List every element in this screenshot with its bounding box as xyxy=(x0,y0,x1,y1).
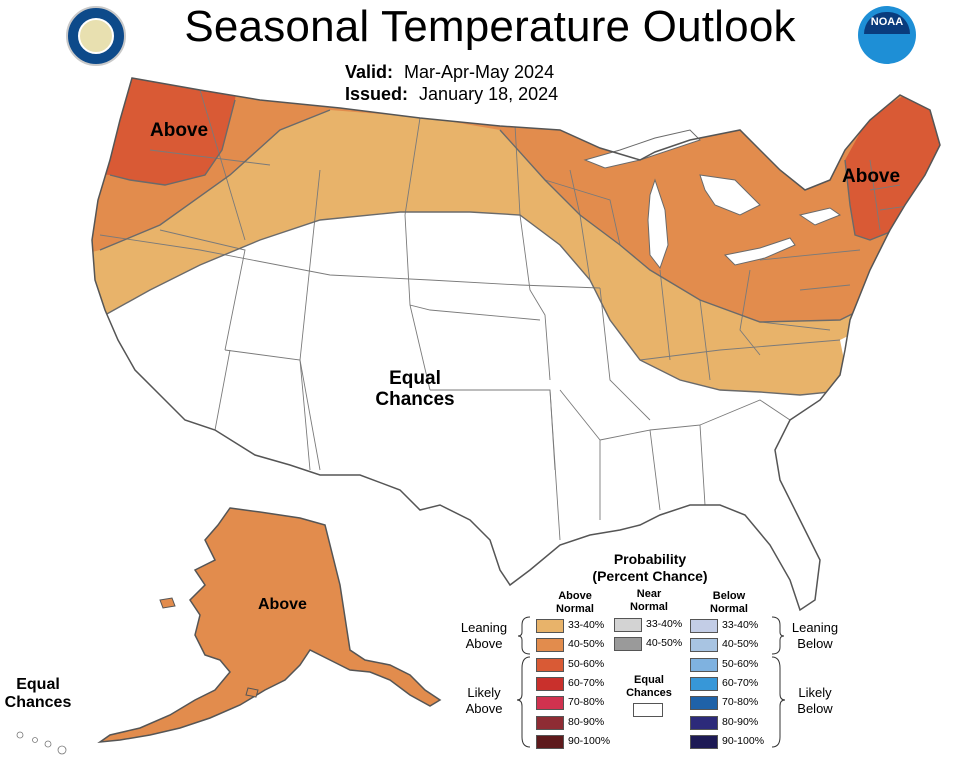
swatch-near-40-50 xyxy=(614,637,642,651)
issued-label: Issued: xyxy=(345,84,409,104)
swatch-label-below-33-40: 33-40% xyxy=(722,619,759,631)
swatch-label-above-60-70: 60-70% xyxy=(568,677,605,689)
issued-line: Issued: January 18, 2024 xyxy=(345,84,558,105)
swatch-label-above-33-40: 33-40% xyxy=(568,619,605,631)
swatch-label-below-90-100: 90-100% xyxy=(722,735,765,747)
legend-likely-above: Likely Above xyxy=(452,685,516,718)
swatch-label-below-60-70: 60-70% xyxy=(722,677,759,689)
header-near-line2: Normal xyxy=(630,600,668,613)
header-above-line1: Above xyxy=(558,590,592,602)
swatch-label-below-70-80: 70-80% xyxy=(722,696,759,708)
outline-40-50 xyxy=(99,109,901,323)
swatch-label-below-50-60: 50-60% xyxy=(722,658,759,670)
legend-title-line2: (Percent Chance) xyxy=(592,567,708,584)
label-center-line2: Chances xyxy=(375,389,455,411)
legend-likely-below: Likely Below xyxy=(783,685,847,718)
label-alaska-above: Above xyxy=(258,596,307,613)
label-ne-above: Above xyxy=(842,166,901,187)
great-lakes xyxy=(583,129,842,270)
label-pnw-above: Above xyxy=(150,120,209,141)
legend-header-below: Below Normal xyxy=(694,590,764,615)
header-near-line1: Near xyxy=(636,588,662,600)
swatch-above-80-90 xyxy=(536,716,564,730)
swatch-below-60-70 xyxy=(690,677,718,691)
equal-chances-line2: Chances xyxy=(626,686,672,699)
swatch-above-70-80 xyxy=(536,696,564,710)
swatch-label-below-40-50: 40-50% xyxy=(722,638,759,650)
header-above-line2: Normal xyxy=(556,602,594,615)
valid-label: Valid: xyxy=(345,62,394,82)
label-center-equal-chances: Equal Chances xyxy=(360,368,470,411)
header-below-line1: Below xyxy=(712,590,746,602)
swatch-label-below-80-90: 80-90% xyxy=(722,716,759,728)
swatch-label-above-70-80: 70-80% xyxy=(568,696,605,708)
swatch-label-near-33-40: 33-40% xyxy=(646,618,683,630)
label-hawaii-equal-chances: Equal Chances xyxy=(0,676,76,712)
leaning-above-line1: Leaning xyxy=(460,620,508,635)
page-title: Seasonal Temperature Outlook xyxy=(184,2,796,51)
outline-33-40 xyxy=(104,211,851,396)
brace-likely-above xyxy=(516,656,531,748)
swatch-label-near-40-50: 40-50% xyxy=(646,637,683,649)
hawaii-islands xyxy=(16,731,67,755)
likely-below-line1: Likely xyxy=(798,685,832,700)
valid-line: Valid: Mar-Apr-May 2024 xyxy=(345,62,554,83)
swatch-above-33-40 xyxy=(536,619,564,633)
legend-title: Probability (Percent Chance) xyxy=(560,551,740,585)
conus-outline xyxy=(91,77,941,612)
swatch-below-33-40 xyxy=(690,619,718,633)
swatch-below-80-90 xyxy=(690,716,718,730)
swatch-below-40-50 xyxy=(690,638,718,652)
likely-below-line2: Below xyxy=(797,701,833,717)
likely-above-line1: Likely xyxy=(467,685,501,700)
swatch-below-50-60 xyxy=(690,658,718,672)
swatch-above-60-70 xyxy=(536,677,564,691)
alaska-islands xyxy=(159,597,259,698)
label-hawaii-line1: Equal xyxy=(16,676,60,693)
swatch-above-50-60 xyxy=(536,658,564,672)
swatch-below-70-80 xyxy=(690,696,718,710)
swatch-equal-chances xyxy=(633,703,663,717)
swatch-label-above-90-100: 90-100% xyxy=(568,735,611,747)
legend-equal-chances-label: Equal Chances xyxy=(614,674,684,699)
swatch-below-90-100 xyxy=(690,735,718,749)
leaning-below-line1: Leaning xyxy=(791,620,839,635)
issued-value: January 18, 2024 xyxy=(419,84,559,104)
swatch-above-90-100 xyxy=(536,735,564,749)
label-hawaii-line2: Chances xyxy=(4,693,72,711)
brace-leaning-above xyxy=(517,616,531,655)
swatch-near-33-40 xyxy=(614,618,642,632)
swatch-above-40-50 xyxy=(536,638,564,652)
legend-leaning-below: Leaning Below xyxy=(783,620,847,653)
brace-leaning-below xyxy=(771,616,785,655)
label-center-line1: Equal xyxy=(389,368,441,389)
noaa-logo-text: NOAA xyxy=(870,16,904,28)
outline-50-60-pnw xyxy=(109,99,236,186)
commerce-seal-icon xyxy=(66,6,126,66)
above-50-60-ne xyxy=(845,95,940,240)
swatch-label-above-50-60: 50-60% xyxy=(568,658,605,670)
brace-likely-below xyxy=(771,656,786,748)
legend-leaning-above: Leaning Above xyxy=(452,620,516,653)
legend-title-line1: Probability xyxy=(613,551,687,567)
state-borders xyxy=(99,89,916,541)
legend-header-near: Near Normal xyxy=(614,588,684,613)
swatch-label-above-40-50: 40-50% xyxy=(568,638,605,650)
legend-header-above: Above Normal xyxy=(540,590,610,615)
outline-50-60-ne xyxy=(844,159,891,241)
leaning-above-line2: Above xyxy=(465,636,503,652)
likely-above-line2: Above xyxy=(465,701,503,717)
header-below-line2: Normal xyxy=(710,602,748,615)
leaning-below-line2: Below xyxy=(797,636,833,652)
alaska-region xyxy=(97,507,442,744)
noaa-logo-icon: NOAA xyxy=(858,6,916,64)
valid-value: Mar-Apr-May 2024 xyxy=(404,62,555,82)
equal-chances-line1: Equal xyxy=(634,674,664,686)
swatch-label-above-80-90: 80-90% xyxy=(568,716,605,728)
